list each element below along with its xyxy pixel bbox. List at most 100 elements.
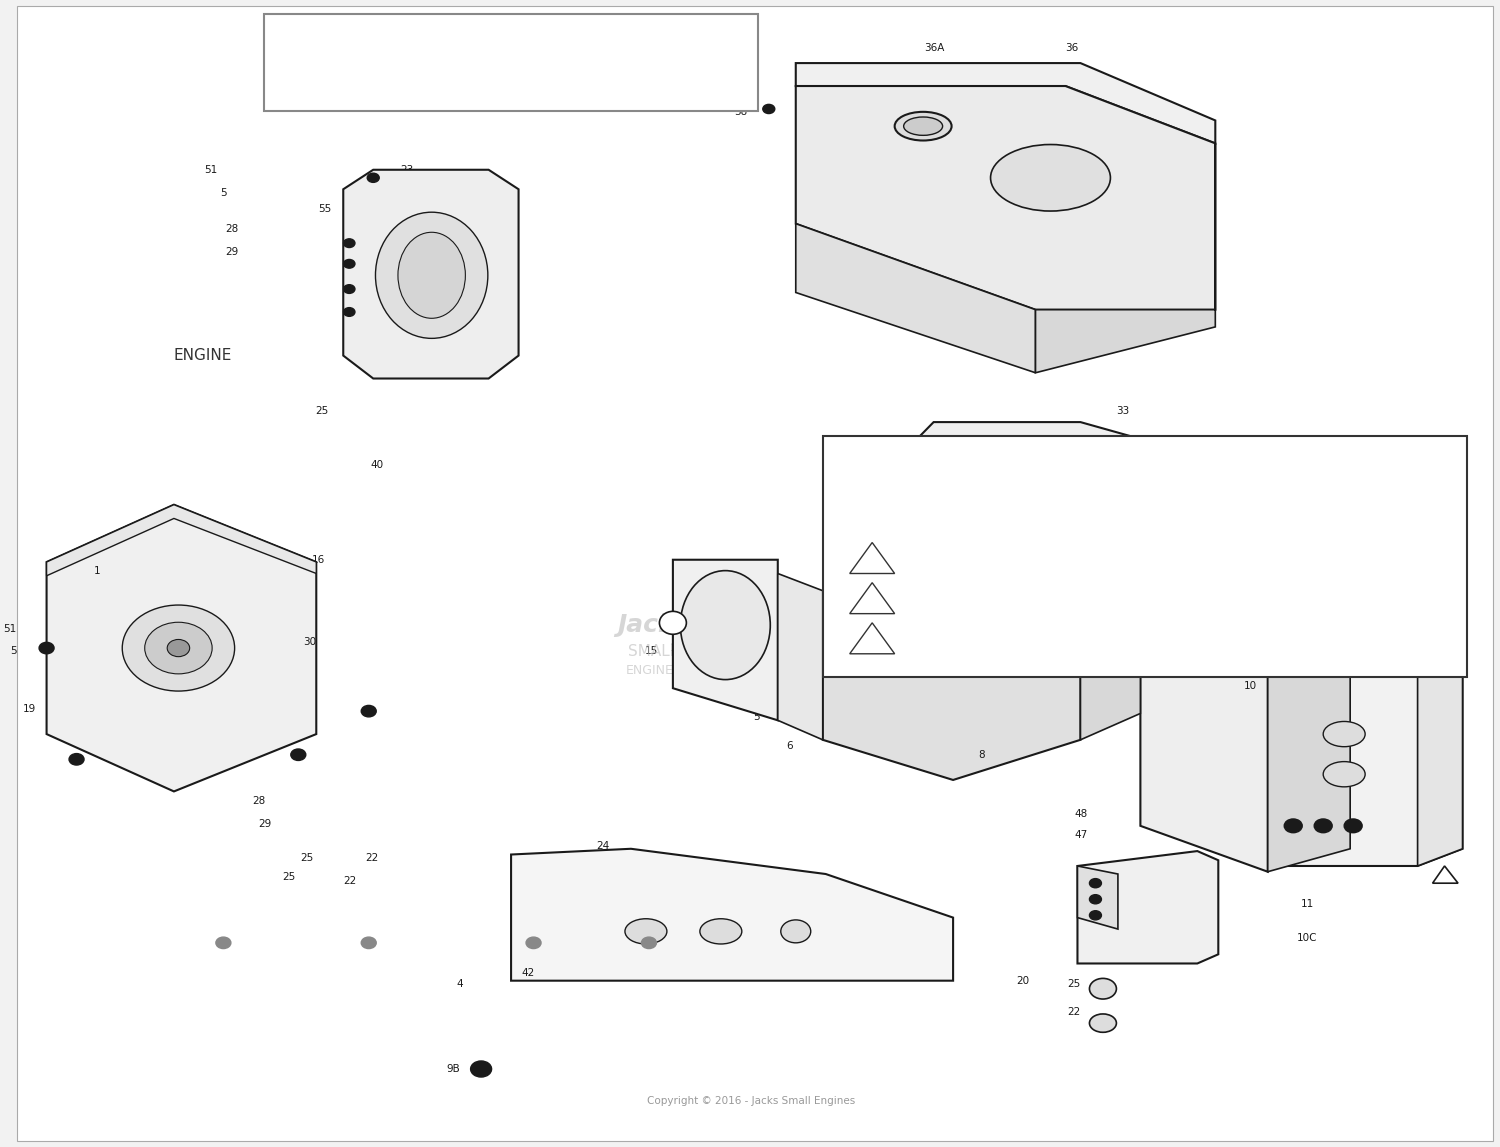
Polygon shape xyxy=(1140,642,1268,872)
Text: 36: 36 xyxy=(1065,44,1078,53)
Text: 51: 51 xyxy=(204,165,218,174)
Text: 10A: 10A xyxy=(1290,781,1310,790)
Text: 25: 25 xyxy=(1066,980,1080,989)
Ellipse shape xyxy=(166,639,189,656)
Circle shape xyxy=(344,239,355,248)
Text: 23: 23 xyxy=(400,165,414,174)
Text: 33: 33 xyxy=(1116,406,1130,415)
Bar xyxy=(822,436,1467,677)
Ellipse shape xyxy=(626,919,668,944)
Text: 55: 55 xyxy=(318,204,332,213)
Polygon shape xyxy=(849,623,894,654)
Text: A: A xyxy=(870,554,874,563)
Ellipse shape xyxy=(1323,762,1365,787)
Polygon shape xyxy=(1272,637,1462,866)
Polygon shape xyxy=(796,224,1035,373)
Circle shape xyxy=(216,937,231,949)
Circle shape xyxy=(291,749,306,760)
Text: 11: 11 xyxy=(1300,899,1314,908)
Circle shape xyxy=(362,937,376,949)
Text: 30: 30 xyxy=(303,638,316,647)
Text: 3: 3 xyxy=(824,567,830,576)
Text: 38: 38 xyxy=(735,108,748,117)
Text: FT LB: FT LB xyxy=(1052,496,1083,509)
Circle shape xyxy=(471,1061,492,1077)
Ellipse shape xyxy=(1089,1014,1116,1032)
Text: 51: 51 xyxy=(3,624,16,633)
Polygon shape xyxy=(674,560,778,720)
Ellipse shape xyxy=(782,920,810,943)
Text: 5: 5 xyxy=(10,647,16,656)
Text: 10-17: 10-17 xyxy=(1050,592,1084,606)
Text: 28: 28 xyxy=(225,225,238,234)
Text: 29: 29 xyxy=(258,819,272,828)
Text: C: C xyxy=(1442,872,1448,879)
Polygon shape xyxy=(778,574,822,740)
Ellipse shape xyxy=(1013,555,1058,587)
Text: 6: 6 xyxy=(786,741,794,750)
Text: 25: 25 xyxy=(300,853,313,863)
Ellipse shape xyxy=(990,145,1110,211)
Text: 16: 16 xyxy=(312,555,326,564)
Text: 28: 28 xyxy=(252,796,266,805)
Text: 5: 5 xyxy=(220,188,226,197)
Circle shape xyxy=(344,284,355,294)
Text: 47: 47 xyxy=(1074,830,1088,840)
Polygon shape xyxy=(344,170,519,379)
Circle shape xyxy=(69,754,84,765)
Polygon shape xyxy=(796,86,1215,310)
Text: 22: 22 xyxy=(366,853,380,863)
Text: 22: 22 xyxy=(344,876,357,885)
Text: 13.6-23: 13.6-23 xyxy=(1270,592,1316,606)
Ellipse shape xyxy=(398,232,465,318)
Text: ENGINES: ENGINES xyxy=(626,664,681,678)
Ellipse shape xyxy=(681,571,771,679)
Text: 9A: 9A xyxy=(1106,716,1119,725)
Text: 5: 5 xyxy=(381,200,387,209)
Polygon shape xyxy=(129,126,444,545)
Text: B: B xyxy=(870,594,874,603)
Polygon shape xyxy=(1035,143,1215,373)
Polygon shape xyxy=(897,422,1170,642)
Text: C: C xyxy=(870,634,874,643)
Ellipse shape xyxy=(894,111,951,140)
Circle shape xyxy=(344,307,355,317)
Circle shape xyxy=(642,937,657,949)
Polygon shape xyxy=(46,505,316,576)
Text: 2: 2 xyxy=(670,643,676,653)
Text: 34: 34 xyxy=(482,245,495,255)
Polygon shape xyxy=(849,583,894,614)
Text: 15: 15 xyxy=(645,647,658,656)
Polygon shape xyxy=(1432,866,1458,883)
Circle shape xyxy=(368,173,380,182)
Text: 40: 40 xyxy=(370,460,384,469)
Text: 4: 4 xyxy=(456,980,464,989)
Ellipse shape xyxy=(144,622,211,673)
Circle shape xyxy=(836,602,850,614)
Circle shape xyxy=(526,937,542,949)
Circle shape xyxy=(827,611,839,621)
Polygon shape xyxy=(822,551,1080,780)
Ellipse shape xyxy=(1124,638,1156,658)
Text: 10: 10 xyxy=(1244,681,1257,690)
Circle shape xyxy=(1089,911,1101,920)
Text: PMA545004: PMA545004 xyxy=(390,46,632,79)
Ellipse shape xyxy=(903,117,942,135)
Circle shape xyxy=(1314,819,1332,833)
Ellipse shape xyxy=(700,919,742,944)
Polygon shape xyxy=(512,849,952,981)
Circle shape xyxy=(764,104,776,114)
Polygon shape xyxy=(1268,651,1350,872)
Ellipse shape xyxy=(660,611,687,634)
Text: 12: 12 xyxy=(1296,739,1310,748)
Text: 9.5-13.6: 9.5-13.6 xyxy=(1269,552,1317,565)
Text: 25: 25 xyxy=(315,406,328,415)
Ellipse shape xyxy=(1323,721,1365,747)
Text: 10C: 10C xyxy=(1296,934,1317,943)
Text: N·m: N·m xyxy=(1281,496,1305,509)
Circle shape xyxy=(1089,895,1101,904)
Text: 7-10: 7-10 xyxy=(1054,552,1082,565)
Text: 36B: 36B xyxy=(924,647,945,656)
Polygon shape xyxy=(1080,568,1140,740)
Text: 5: 5 xyxy=(753,712,760,721)
